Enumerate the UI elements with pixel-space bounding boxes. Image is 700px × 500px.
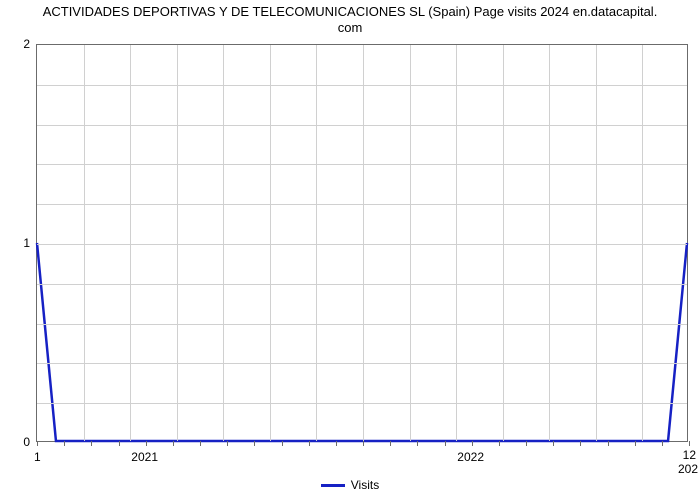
gridline-horizontal-minor [37,324,687,325]
gridline-vertical [130,45,131,441]
x-minor-tick [499,441,500,446]
gridline-horizontal-minor [37,403,687,404]
x-minor-tick [146,441,147,446]
x-minor-tick [553,441,554,446]
gridline-horizontal-minor [37,164,687,165]
x-minor-tick [282,441,283,446]
x-minor-tick [472,441,473,446]
gridline-vertical [549,45,550,441]
y-tick-label: 0 [10,435,30,449]
x-minor-tick [580,441,581,446]
y-tick-label: 2 [10,37,30,51]
x-minor-tick [445,441,446,446]
x-minor-tick [119,441,120,446]
gridline-vertical [596,45,597,441]
gridline-vertical [456,45,457,441]
chart-title-line1: ACTIVIDADES DEPORTIVAS Y DE TELECOMUNICA… [0,4,700,20]
gridline-vertical [316,45,317,441]
visits-line-chart: ACTIVIDADES DEPORTIVAS Y DE TELECOMUNICA… [0,0,700,500]
gridline-horizontal-minor [37,125,687,126]
gridline-vertical [177,45,178,441]
y-tick-label: 1 [10,236,30,250]
x-minor-tick [37,441,38,446]
x-minor-tick [662,441,663,446]
x-minor-tick [336,441,337,446]
line-series [37,45,687,441]
x-minor-tick [635,441,636,446]
x-corner-label-left: 1 [34,450,41,464]
legend: Visits [0,478,700,492]
gridline-vertical [84,45,85,441]
legend-label: Visits [351,478,379,492]
chart-title-line2: com [0,20,700,36]
gridline-horizontal [37,244,687,245]
x-minor-tick [689,441,690,446]
x-corner-label-right-bottom: 202 [678,462,698,476]
chart-title: ACTIVIDADES DEPORTIVAS Y DE TELECOMUNICA… [0,4,700,37]
gridline-vertical [410,45,411,441]
x-minor-tick [64,441,65,446]
gridline-horizontal-minor [37,284,687,285]
gridline-horizontal-minor [37,204,687,205]
x-minor-tick [608,441,609,446]
gridline-vertical [642,45,643,441]
visits-polyline [37,243,687,441]
x-minor-tick [526,441,527,446]
x-minor-tick [91,441,92,446]
gridline-vertical [270,45,271,441]
plot-area [36,44,688,442]
x-minor-tick [227,441,228,446]
x-tick-label: 2022 [457,450,484,464]
x-minor-tick [173,441,174,446]
gridline-vertical [223,45,224,441]
x-minor-tick [309,441,310,446]
x-tick-label: 2021 [131,450,158,464]
x-minor-tick [200,441,201,446]
x-minor-tick [390,441,391,446]
gridline-horizontal-minor [37,85,687,86]
x-minor-tick [254,441,255,446]
legend-swatch [321,484,345,487]
gridline-horizontal-minor [37,363,687,364]
x-corner-label-right-top: 12 [683,448,696,462]
x-minor-tick [417,441,418,446]
gridline-vertical [503,45,504,441]
x-minor-tick [363,441,364,446]
gridline-vertical [363,45,364,441]
